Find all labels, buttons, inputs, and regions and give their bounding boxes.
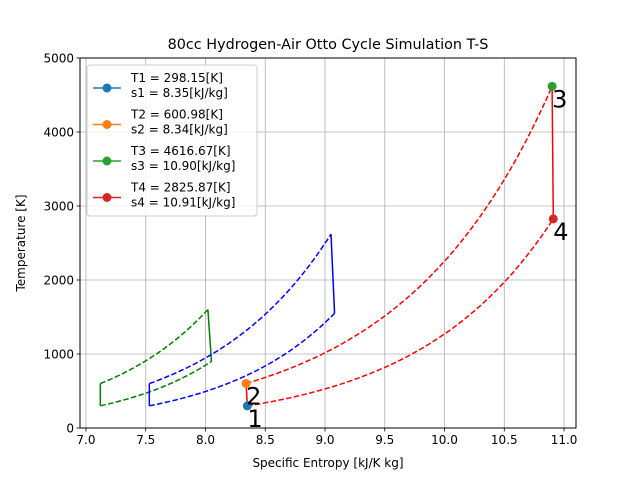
legend-marker (102, 156, 112, 166)
state-label-2: 2 (246, 383, 261, 411)
legend-label-line2: s2 = 8.34[kJ/kg] (131, 123, 228, 137)
expansion-line (551, 86, 555, 219)
heat-rejection-curve (247, 218, 554, 407)
x-tick-label: 9.5 (375, 433, 394, 447)
state-point-4 (548, 214, 558, 224)
legend-box (86, 64, 258, 217)
state-point-3 (547, 81, 557, 91)
legend-label-line2: s4 = 10.91[kJ/kg] (131, 196, 235, 210)
heat-rejection-curve (100, 360, 212, 407)
legend-marker (102, 83, 112, 93)
y-tick-label: 1000 (43, 347, 74, 361)
state-label-4: 4 (553, 218, 568, 246)
heat-rejection-curve (149, 312, 336, 407)
legend-marker (102, 193, 112, 202)
state-point-1 (242, 401, 252, 411)
legend-label-line1: T2 = 600.98[K] (130, 108, 223, 122)
heat-addition-curve (100, 309, 209, 385)
y-tick-label: 2000 (43, 273, 74, 287)
y-tick-label: 5000 (43, 51, 74, 65)
state-point-2 (241, 379, 251, 389)
state-label-3: 3 (552, 85, 567, 113)
x-tick-label: 7.5 (136, 433, 155, 447)
expansion-line (207, 309, 213, 362)
legend-label-line2: s1 = 8.35[kJ/kg] (131, 86, 228, 100)
x-tick-label: 9.0 (315, 433, 334, 447)
state-label-1: 1 (247, 405, 262, 433)
x-tick-label: 7.0 (76, 433, 95, 447)
x-tick-label: 10.0 (431, 433, 458, 447)
plot-frame (79, 57, 577, 429)
x-tick-label: 8.0 (196, 433, 215, 447)
state-points: 12 3 4 (241, 81, 569, 433)
y-axis-label: Temperature [K] (14, 194, 28, 292)
expansion-line (330, 234, 336, 314)
cycle-curves (99, 86, 555, 407)
y-tick-label: 3000 (43, 199, 74, 213)
axis-ticks: 7.0 7.5 8.0 8.5 9.0 9.5 10.0 10.5 11.0 0 1000 2000 3… (43, 51, 577, 447)
y-tick-label: 4000 (43, 125, 74, 139)
x-tick-label: 11.0 (551, 433, 578, 447)
x-tick-label: 8.5 (256, 433, 275, 447)
legend-label-line2: s3 = 10.90[kJ/kg] (131, 159, 235, 173)
chart-title: 80cc Hydrogen-Air Otto Cycle Simulation … (168, 37, 489, 53)
x-tick-label: 10.5 (491, 433, 518, 447)
x-axis-label: Specific Entropy [kJ/K kg] (252, 456, 403, 470)
heat-addition-curve (149, 233, 332, 385)
y-tick-label: 0 (66, 421, 74, 435)
legend-label-line1: T3 = 4616.67[K] (130, 144, 231, 158)
legend-label-line1: T4 = 2825.87[K] (130, 181, 231, 195)
legend-marker (102, 120, 112, 129)
legend-label-line1: T1 = 298.15[K] (130, 71, 223, 85)
legend: T1 = 298.15[K]s1 = 8.35[kJ/kg] T2 = 600.9… (86, 64, 258, 217)
